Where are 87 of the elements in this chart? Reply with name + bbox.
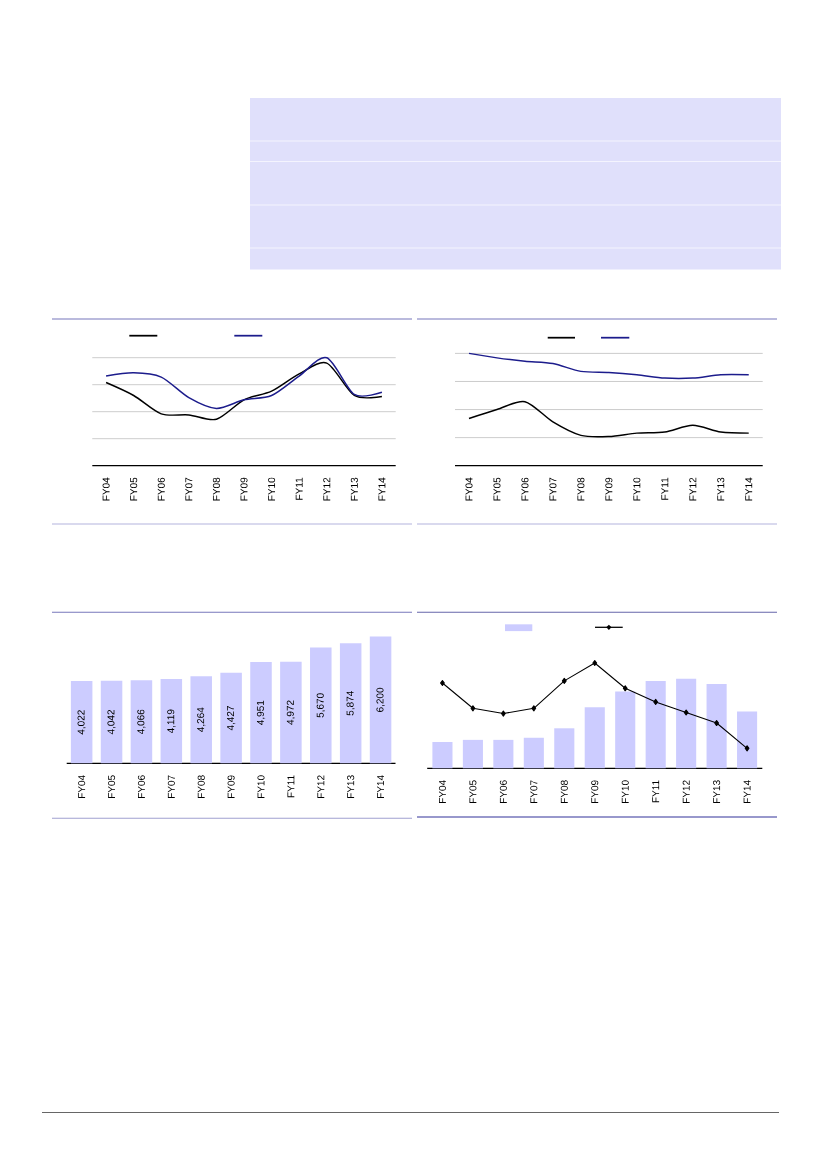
data-label: 4,427 xyxy=(226,706,236,731)
x-tick-label: FY06 xyxy=(499,780,507,803)
x-tick-label: FY10 xyxy=(621,780,629,803)
x-tick-label: FY14 xyxy=(378,477,386,501)
point xyxy=(592,659,598,667)
x-tick-label: FY06 xyxy=(521,477,529,501)
bar xyxy=(160,679,183,764)
point xyxy=(561,677,567,684)
data-label: 4,951 xyxy=(256,700,266,725)
point xyxy=(622,685,628,692)
bar xyxy=(280,661,302,764)
bar xyxy=(310,647,332,764)
x-tick-label: FY11 xyxy=(652,780,660,803)
data-label: 4,119 xyxy=(167,709,176,734)
x-tick-label: FY04 xyxy=(465,477,473,501)
data-label: 6,200 xyxy=(376,687,385,712)
bar xyxy=(706,684,727,769)
x-tick-label: FY13 xyxy=(347,775,355,798)
point xyxy=(500,710,506,717)
bar xyxy=(676,678,697,769)
bar xyxy=(70,681,93,764)
x-tick-label: FY07 xyxy=(185,477,193,501)
bar xyxy=(554,728,575,769)
x-tick-label: FY06 xyxy=(137,775,145,798)
x-tick-label: FY12 xyxy=(317,775,325,798)
point xyxy=(653,698,659,706)
bar xyxy=(339,643,362,764)
data-label: 4,022 xyxy=(77,710,86,735)
x-tick-label: FY08 xyxy=(197,775,205,798)
x-tick-label: FY12 xyxy=(689,477,697,501)
data-label: 4,066 xyxy=(137,709,146,735)
bar xyxy=(250,662,272,764)
point xyxy=(531,705,537,712)
x-tick-label: FY13 xyxy=(713,780,721,803)
x-tick-label: FY11 xyxy=(295,477,303,500)
x-tick-label: FY05 xyxy=(108,775,116,798)
bar xyxy=(432,741,453,769)
x-tick-label: FY04 xyxy=(78,775,86,798)
x-tick-label: FY09 xyxy=(227,775,235,798)
bar xyxy=(493,739,514,769)
point xyxy=(470,705,476,712)
x-tick-label: FY10 xyxy=(633,477,641,501)
x-tick-label: FY08 xyxy=(212,477,220,501)
data-label: 5,670 xyxy=(316,693,325,718)
x-tick-label: FY06 xyxy=(157,477,165,501)
bar xyxy=(369,636,392,764)
x-tick-label: FY07 xyxy=(549,477,557,501)
data-label: 4,042 xyxy=(107,709,116,735)
data-label: 5,874 xyxy=(346,691,355,716)
x-tick-label: FY07 xyxy=(530,780,538,803)
x-tick-label: FY13 xyxy=(350,477,358,501)
bar xyxy=(220,672,242,764)
point xyxy=(744,745,750,752)
x-tick-label: FY05 xyxy=(130,477,138,501)
x-tick-label: FY08 xyxy=(577,477,585,501)
x-tick-label: FY09 xyxy=(605,477,613,501)
x-tick-label: FY08 xyxy=(560,780,568,803)
x-tick-label: FY10 xyxy=(268,477,276,501)
x-tick-label: FY11 xyxy=(661,477,669,500)
bar xyxy=(737,711,758,769)
x-tick-label: FY09 xyxy=(240,477,248,501)
bar xyxy=(190,676,212,764)
x-tick-label: FY12 xyxy=(682,780,690,803)
point xyxy=(683,709,689,716)
data-label: 4,972 xyxy=(286,700,296,725)
x-tick-label: FY07 xyxy=(167,775,175,798)
x-tick-label: FY10 xyxy=(257,775,265,798)
bar xyxy=(523,737,544,769)
bar xyxy=(130,680,153,764)
x-tick-label: FY14 xyxy=(377,775,384,798)
bar xyxy=(100,680,123,764)
x-tick-label: FY14 xyxy=(745,477,753,501)
x-tick-label: FY05 xyxy=(469,780,477,803)
x-tick-label: FY04 xyxy=(438,780,446,803)
x-tick-label: FY12 xyxy=(323,477,331,501)
bar xyxy=(645,680,666,769)
bar xyxy=(584,707,605,769)
bar xyxy=(462,739,483,769)
x-tick-label: FY04 xyxy=(102,477,110,501)
x-tick-label: FY05 xyxy=(493,477,501,501)
data-label: 4,264 xyxy=(197,707,206,733)
x-tick-label: FY13 xyxy=(717,477,725,501)
x-tick-label: FY11 xyxy=(287,775,295,798)
point xyxy=(714,719,720,727)
bar xyxy=(615,691,636,769)
x-tick-label: FY14 xyxy=(743,780,751,803)
x-tick-label: FY09 xyxy=(591,780,599,803)
